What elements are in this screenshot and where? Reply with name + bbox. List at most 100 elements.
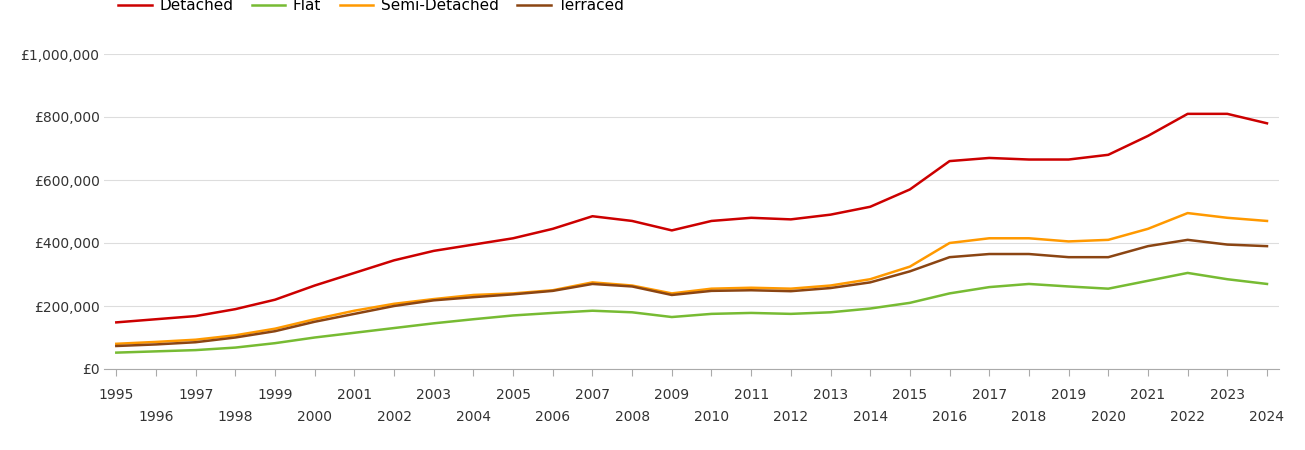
Terraced xyxy=(783,288,799,294)
Detached xyxy=(664,228,680,233)
Text: 2015: 2015 xyxy=(893,388,928,402)
Semi-Detached xyxy=(981,236,997,241)
Terraced xyxy=(942,254,958,260)
Semi-Detached xyxy=(822,283,838,288)
Semi-Detached xyxy=(1021,236,1036,241)
Flat xyxy=(1259,281,1275,287)
Semi-Detached xyxy=(545,288,561,293)
Line: Terraced: Terraced xyxy=(116,240,1267,346)
Detached xyxy=(981,155,997,161)
Detached xyxy=(585,214,600,219)
Semi-Detached xyxy=(744,285,760,290)
Semi-Detached xyxy=(1219,215,1235,220)
Terraced xyxy=(822,285,838,291)
Text: 2024: 2024 xyxy=(1249,410,1284,424)
Terraced xyxy=(227,335,243,340)
Flat xyxy=(1141,278,1156,284)
Terraced xyxy=(347,311,363,317)
Semi-Detached xyxy=(386,301,402,306)
Terraced xyxy=(1061,254,1077,260)
Text: 2003: 2003 xyxy=(416,388,452,402)
Line: Semi-Detached: Semi-Detached xyxy=(116,213,1267,344)
Text: 2000: 2000 xyxy=(298,410,333,424)
Terraced xyxy=(1219,242,1235,248)
Text: 2018: 2018 xyxy=(1011,410,1047,424)
Line: Flat: Flat xyxy=(116,273,1267,353)
Flat xyxy=(545,310,561,315)
Flat xyxy=(425,320,441,326)
Semi-Detached xyxy=(1141,226,1156,231)
Flat xyxy=(386,325,402,331)
Detached xyxy=(863,204,878,210)
Text: 2020: 2020 xyxy=(1091,410,1126,424)
Flat xyxy=(108,350,124,356)
Terraced xyxy=(505,292,521,297)
Detached xyxy=(545,226,561,231)
Semi-Detached xyxy=(1100,237,1116,243)
Semi-Detached xyxy=(902,264,917,269)
Terraced xyxy=(188,339,204,345)
Flat xyxy=(466,316,482,322)
Text: 2016: 2016 xyxy=(932,410,967,424)
Text: 2007: 2007 xyxy=(576,388,609,402)
Terraced xyxy=(1259,243,1275,249)
Text: 2002: 2002 xyxy=(377,410,411,424)
Flat xyxy=(227,345,243,350)
Flat xyxy=(664,314,680,319)
Flat xyxy=(268,341,283,346)
Detached xyxy=(227,306,243,312)
Detached xyxy=(1180,111,1195,117)
Semi-Detached xyxy=(1061,238,1077,244)
Terraced xyxy=(863,279,878,285)
Semi-Detached xyxy=(624,283,639,288)
Semi-Detached xyxy=(664,291,680,296)
Text: 2022: 2022 xyxy=(1171,410,1205,424)
Flat xyxy=(505,313,521,318)
Terraced xyxy=(902,269,917,274)
Detached xyxy=(783,217,799,222)
Detached xyxy=(1219,111,1235,117)
Terraced xyxy=(466,294,482,300)
Semi-Detached xyxy=(783,286,799,292)
Legend: Detached, Flat, Semi-Detached, Terraced: Detached, Flat, Semi-Detached, Terraced xyxy=(112,0,630,19)
Text: 2010: 2010 xyxy=(694,410,729,424)
Semi-Detached xyxy=(505,291,521,296)
Detached xyxy=(188,313,204,319)
Detached xyxy=(744,215,760,220)
Flat xyxy=(624,310,639,315)
Text: 2013: 2013 xyxy=(813,388,848,402)
Semi-Detached xyxy=(268,326,283,331)
Terraced xyxy=(425,297,441,303)
Terraced xyxy=(744,288,760,293)
Semi-Detached xyxy=(188,337,204,342)
Detached xyxy=(1259,121,1275,126)
Semi-Detached xyxy=(1259,218,1275,224)
Flat xyxy=(902,300,917,306)
Text: 2006: 2006 xyxy=(535,410,570,424)
Text: 2008: 2008 xyxy=(615,410,650,424)
Text: 1998: 1998 xyxy=(218,410,253,424)
Semi-Detached xyxy=(108,341,124,346)
Terraced xyxy=(149,342,164,347)
Flat xyxy=(585,308,600,313)
Terraced xyxy=(108,343,124,349)
Flat xyxy=(1180,270,1195,275)
Detached xyxy=(1141,133,1156,139)
Detached xyxy=(466,242,482,248)
Terraced xyxy=(1100,254,1116,260)
Text: 2012: 2012 xyxy=(774,410,808,424)
Semi-Detached xyxy=(347,308,363,313)
Terraced xyxy=(386,303,402,309)
Detached xyxy=(942,158,958,164)
Text: 2001: 2001 xyxy=(337,388,372,402)
Text: 2014: 2014 xyxy=(852,410,887,424)
Text: 2009: 2009 xyxy=(654,388,689,402)
Semi-Detached xyxy=(585,279,600,285)
Terraced xyxy=(545,288,561,293)
Flat xyxy=(783,311,799,317)
Flat xyxy=(347,330,363,335)
Text: 2017: 2017 xyxy=(972,388,1006,402)
Terraced xyxy=(268,328,283,334)
Semi-Detached xyxy=(307,316,322,322)
Terraced xyxy=(307,319,322,324)
